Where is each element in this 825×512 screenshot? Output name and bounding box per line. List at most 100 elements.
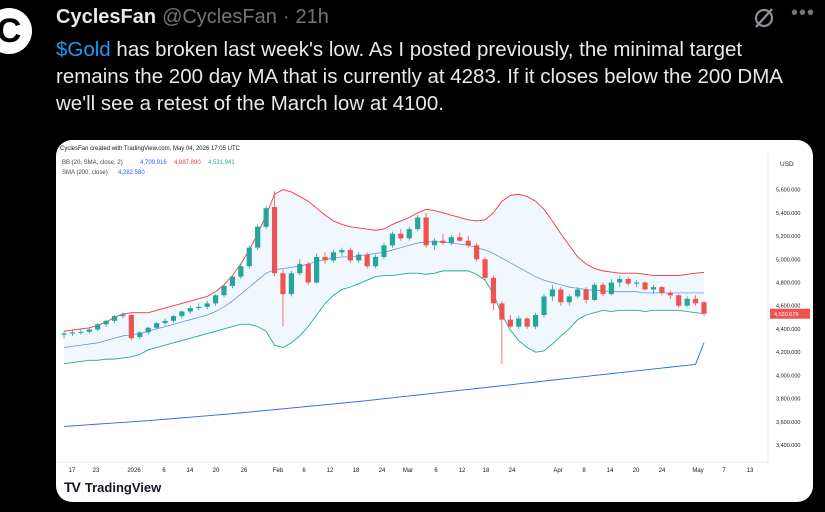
candle-body: [297, 263, 303, 274]
candle-body: [381, 245, 387, 257]
candle-body: [154, 323, 160, 328]
candle-body: [499, 303, 505, 320]
candle-body: [532, 315, 539, 327]
candle-body: [490, 277, 497, 304]
candle-body: [642, 282, 648, 290]
x-tick-label: 24: [379, 468, 386, 474]
x-tick-label: 26: [241, 468, 248, 474]
candle-body: [229, 276, 236, 286]
candle-body: [406, 229, 412, 239]
candle-body: [566, 296, 572, 303]
avatar[interactable]: C: [0, 8, 32, 54]
candle-body: [389, 233, 396, 246]
candle-body: [246, 247, 252, 267]
y-tick-label: 5,000.000: [776, 257, 800, 263]
candle-body: [524, 318, 530, 327]
candle-body: [440, 240, 446, 244]
candle-body: [583, 289, 589, 300]
x-tick-label: Mar: [403, 468, 413, 474]
timestamp[interactable]: 21h: [295, 5, 329, 28]
candle-body: [659, 287, 665, 293]
candle-body: [280, 273, 286, 295]
candle-body: [120, 314, 126, 317]
user-handle[interactable]: @CyclesFan: [162, 5, 277, 28]
candle-body: [676, 295, 682, 306]
sma-legend-label: SMA (200, close): [62, 170, 108, 176]
tradingview-logo: TV TradingView: [64, 478, 161, 496]
candle-body: [507, 319, 513, 327]
chart-card[interactable]: USD 5,600.000 5,400.000 5,200.000 5,000.000 4…: [56, 140, 813, 502]
y-tick-label: 3,400.000: [776, 443, 800, 449]
candle-body: [103, 320, 109, 325]
x-tick-label: 20: [633, 468, 640, 474]
tweet-header: CyclesFan @CyclesFan · 21h: [56, 4, 329, 30]
candle-body: [212, 295, 219, 304]
candle-body: [482, 259, 488, 278]
candle-body: [86, 329, 92, 332]
candle-body: [128, 315, 134, 339]
candle-body: [263, 208, 269, 227]
candle-body: [608, 282, 614, 295]
candle-body: [474, 245, 480, 260]
display-name[interactable]: CyclesFan: [56, 5, 157, 28]
candle-body: [204, 303, 210, 307]
x-tick-label: May: [692, 468, 703, 474]
y-tick-label: 4,200.000: [776, 350, 800, 356]
x-tick-label: 8: [582, 468, 586, 474]
candle-body: [372, 256, 379, 267]
candle-body: [356, 254, 362, 261]
y-tick-label: 4,600.000: [776, 304, 800, 310]
candle-body: [145, 327, 151, 333]
sma200-line: [63, 342, 705, 427]
y-tick-label: 4,000.000: [776, 373, 800, 379]
cashtag-link[interactable]: $Gold: [56, 38, 111, 61]
candle-body: [684, 298, 690, 306]
candle-body: [322, 256, 328, 261]
candle-body: [617, 279, 623, 283]
candle-body: [179, 311, 185, 317]
candle-body: [516, 318, 522, 327]
candle-body: [692, 298, 699, 304]
more-dots-icon[interactable]: •••: [790, 2, 815, 24]
candle-body: [575, 289, 581, 297]
candle-body: [255, 226, 261, 248]
y-tick-label: 3,800.000: [776, 397, 800, 403]
candle-body: [448, 237, 454, 244]
tradingview-logo-text: TradingView: [84, 479, 162, 495]
tweet-body: has broken last week's low. As I posted …: [56, 38, 782, 115]
x-tick-label: 14: [187, 468, 194, 474]
x-tick-label: 14: [607, 468, 614, 474]
candle-body: [591, 284, 598, 300]
separator-dot: ·: [282, 5, 290, 28]
y-tick-label: 4,800.000: [776, 280, 800, 286]
candle-body: [69, 332, 76, 334]
x-tick-label: 6: [434, 468, 438, 474]
candle-body: [170, 316, 177, 321]
candle-body: [78, 331, 84, 333]
y-tick-label: 4,400.000: [776, 327, 800, 333]
x-tick-label: 6: [302, 468, 306, 474]
grok-slash-icon[interactable]: [752, 6, 776, 30]
x-tick-label: Apr: [553, 468, 562, 474]
candle-body: [187, 308, 193, 312]
bb-legend-basis: 4,709.916: [140, 160, 167, 166]
y-tick-label: 5,400.000: [776, 211, 800, 217]
bb-upper-line: [63, 189, 705, 332]
currency-label: USD: [780, 161, 794, 168]
sma-legend-value: 4,282.580: [118, 170, 145, 176]
candle-body: [61, 333, 67, 335]
candle-body: [457, 237, 463, 241]
candle-body: [339, 249, 345, 253]
candle-body: [541, 296, 547, 315]
x-tick-label: 7: [722, 468, 726, 474]
candle-body: [314, 256, 320, 283]
y-tick-label: 3,600.000: [776, 420, 800, 426]
candlestick-chart: USD 5,600.000 5,400.000 5,200.000 5,000.000 4…: [56, 146, 810, 474]
candle-body: [701, 302, 707, 314]
x-tick-label: 24: [509, 468, 516, 474]
x-tick-label: 2026: [127, 468, 141, 474]
x-tick-label: 12: [327, 468, 334, 474]
bb-lower-line: [63, 270, 705, 365]
candle-body: [137, 332, 143, 338]
x-tick-label: 17: [69, 468, 76, 474]
